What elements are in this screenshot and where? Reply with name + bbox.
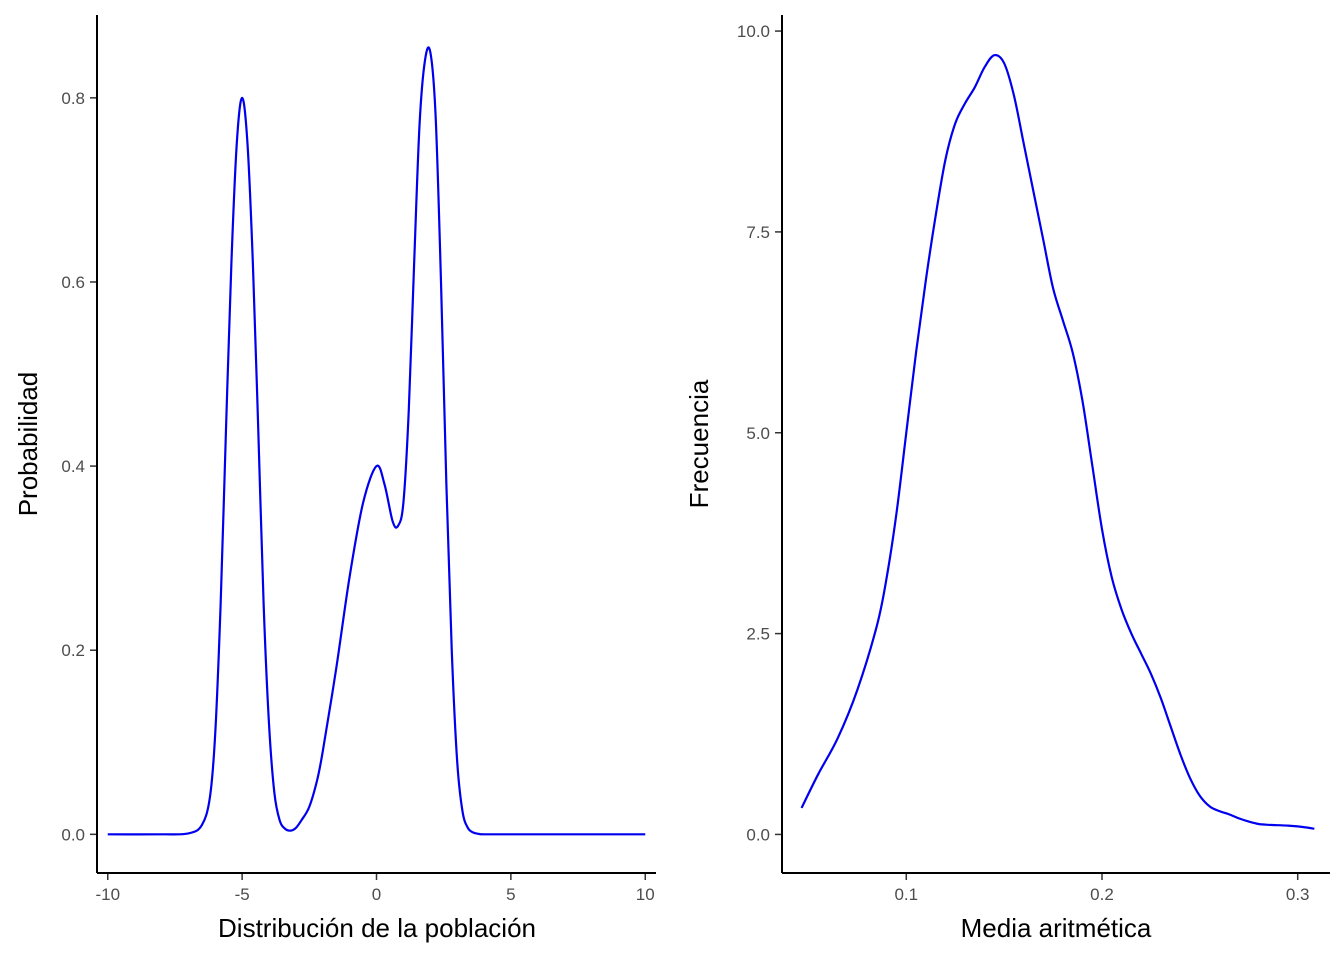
left-x-tick-label: 0 [372,885,381,904]
right-y-ticks: 0.0 2.5 5.0 7.5 10.0 [737,22,782,844]
right-x-tick-label: 0.3 [1286,885,1310,904]
right-x-axis-title: Media aritmética [961,913,1152,943]
left-x-tick-label: 5 [506,885,515,904]
left-density-panel: Distribución de la población Probabilida… [13,15,656,943]
left-y-tick-label: 0.2 [61,641,85,660]
right-y-tick-label: 10.0 [737,22,770,41]
right-y-tick-label: 5.0 [746,424,770,443]
left-x-axis-title: Distribución de la población [218,913,536,943]
right-y-tick-label: 2.5 [746,625,770,644]
left-x-ticks: -10 -5 0 5 10 [95,873,655,904]
right-density-panel: Media aritmética Frecuencia 0.1 0.2 0.3 0.… [684,15,1330,943]
left-y-tick-label: 0.8 [61,89,85,108]
left-density-curve [107,46,646,836]
left-x-tick-label: 10 [636,885,655,904]
left-y-tick-label: 0.6 [61,273,85,292]
left-y-tick-label: 0.0 [61,825,85,844]
right-x-tick-label: 0.1 [894,885,918,904]
right-y-tick-label: 7.5 [746,223,770,242]
left-y-ticks: 0.0 0.2 0.4 0.6 0.8 [61,89,97,844]
right-density-curve [800,53,1315,830]
left-x-tick-label: -5 [235,885,250,904]
left-x-tick-label: -10 [95,885,120,904]
left-y-tick-label: 0.4 [61,457,85,476]
left-y-axis-title: Probabilidad [13,372,43,517]
right-x-tick-label: 0.2 [1090,885,1114,904]
right-x-ticks: 0.1 0.2 0.3 [894,873,1310,904]
right-y-axis-title: Frecuencia [684,379,714,508]
right-y-tick-label: 0.0 [746,825,770,844]
